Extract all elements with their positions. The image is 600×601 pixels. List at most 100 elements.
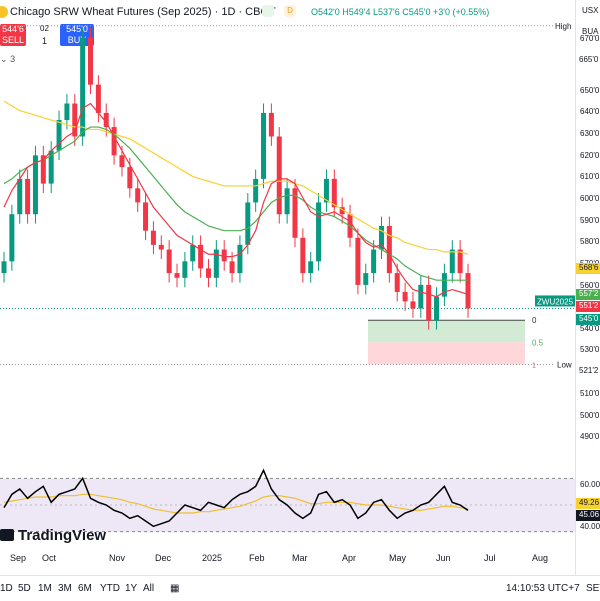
low-price-tag: 521'2 <box>576 366 600 377</box>
candle <box>276 127 282 224</box>
x-tick-label: Feb <box>249 553 265 563</box>
timeframe-1y[interactable]: 1Y <box>125 583 138 594</box>
candle-body <box>198 244 204 269</box>
x-tick-label: Aug <box>532 553 548 563</box>
candle-body <box>441 273 447 297</box>
y-tick-label: 650'0 <box>580 86 600 95</box>
candle <box>339 197 345 224</box>
ma-green-line <box>3 126 468 281</box>
candle <box>182 251 188 288</box>
candle <box>331 169 337 217</box>
calendar-icon[interactable]: ▦ <box>170 583 180 594</box>
high-price-tag: 665'0 <box>576 55 600 66</box>
candle-body <box>205 268 211 278</box>
logo-text: TradingView <box>18 527 107 544</box>
candle <box>56 110 62 161</box>
candle <box>308 251 314 283</box>
candle-body <box>135 188 141 203</box>
candle-body <box>410 301 416 309</box>
ohlc-readout: O542'0 H549'4 L537'6 C545'0 +3'0 (+0.55%… <box>311 7 490 17</box>
candle-body <box>457 249 463 274</box>
sell-button[interactable]: 544'6 SELL <box>0 24 26 46</box>
timeframe-3m[interactable]: 3M <box>58 583 72 594</box>
candle-body <box>9 214 15 262</box>
candle <box>158 235 164 259</box>
x-tick-label: Jun <box>436 553 451 563</box>
candle-body <box>32 155 38 215</box>
candle-body <box>64 103 70 120</box>
candle <box>88 28 94 95</box>
indicator-toggle[interactable]: ⌄ 3 <box>0 54 15 65</box>
candle-body <box>127 167 133 189</box>
quantity-value[interactable]: 1 <box>42 36 48 46</box>
data-delay-badge[interactable]: D <box>284 5 296 17</box>
candle <box>25 169 31 224</box>
y-tick-label: 640'0 <box>580 107 600 116</box>
timeframe-5d[interactable]: 5D <box>18 583 31 594</box>
buy-price: 545'0 <box>66 24 88 34</box>
candle <box>284 178 290 224</box>
candle-body <box>261 112 267 179</box>
x-tick-label: Sep <box>10 553 26 563</box>
candle <box>80 28 86 146</box>
candle-body <box>355 237 361 285</box>
last-price-tag: 545'0 <box>576 314 600 325</box>
candle-body <box>119 155 125 168</box>
candle <box>363 263 369 295</box>
y-tick-label: 500'0 <box>580 411 600 420</box>
symbol-tag-bg <box>535 295 575 307</box>
ma-yellow-tag: 568'6 <box>576 263 600 274</box>
candle <box>17 169 23 224</box>
indicator-count: 3 <box>10 54 16 64</box>
y-tick-label: 510'0 <box>580 389 600 398</box>
candle-body <box>150 230 156 245</box>
candle-body <box>158 244 164 250</box>
candle-body <box>245 202 251 245</box>
bottom-toolbar: 1D 5D 1M 3M 6M YTD 1Y All ▦ 14:10:53 UTC+7 SET <box>0 575 600 601</box>
buy-button[interactable]: 545'0 BUY <box>60 24 94 46</box>
candle-body <box>88 37 94 85</box>
candle <box>316 193 322 271</box>
chart-title[interactable]: Chicago SRW Wheat Futures (Sep 2025) · 1… <box>10 6 276 18</box>
candle <box>1 251 7 283</box>
timeframe-1m[interactable]: 1M <box>38 583 52 594</box>
candle-body <box>386 226 392 274</box>
candle <box>174 263 180 288</box>
candle <box>32 145 38 224</box>
clock[interactable]: 14:10:53 UTC+7 <box>506 583 580 594</box>
candle <box>253 169 259 212</box>
chevron-icon: ⌄ <box>0 54 8 64</box>
spread-value: 02 <box>40 24 49 33</box>
candle-body <box>1 261 7 274</box>
candle-body <box>40 155 46 184</box>
unit-label: BUA <box>582 27 599 36</box>
candle-body <box>95 84 101 113</box>
chart-header: Chicago SRW Wheat Futures (Sep 2025) · 1… <box>0 0 575 24</box>
symbol-tag-text: ZWU2025 <box>537 297 574 306</box>
y-tick-label: 580'0 <box>580 237 600 246</box>
price-axis[interactable]: USX BUA 670'0 665'0 650'0 640'0 630'0 620'0 61… <box>575 0 600 578</box>
candle <box>72 94 78 146</box>
price-chart[interactable]: 0 0.5 1 ZWU2025 High Low <box>0 0 575 460</box>
rsi-ma-tag: 45.06 <box>576 510 600 521</box>
rsi-pane[interactable]: Sep Oct Nov Dec 2025 Feb Mar Apr May Jun Jul Aug <box>0 455 575 570</box>
rsi-value-tag: 49.26 <box>576 498 600 509</box>
candle-body <box>371 249 377 274</box>
candle <box>205 258 211 288</box>
y-tick-label: 560'0 <box>580 281 600 290</box>
settings-button[interactable]: SET <box>586 583 600 594</box>
timeframe-6m[interactable]: 6M <box>78 583 92 594</box>
sell-label: SELL <box>1 35 25 45</box>
candle-body <box>17 178 23 215</box>
timeframe-all[interactable]: All <box>143 583 155 594</box>
y-tick-label: 620'0 <box>580 151 600 160</box>
candle-body <box>426 284 432 321</box>
ma-red-tag: 551'2 <box>576 301 600 312</box>
timeframe-ytd[interactable]: YTD <box>100 583 120 594</box>
candle <box>198 235 204 278</box>
candle <box>103 103 109 137</box>
candle-body <box>103 112 109 128</box>
timeframe-1d[interactable]: 1D <box>0 583 13 594</box>
candle-body <box>465 273 471 309</box>
candle-body <box>56 120 62 151</box>
